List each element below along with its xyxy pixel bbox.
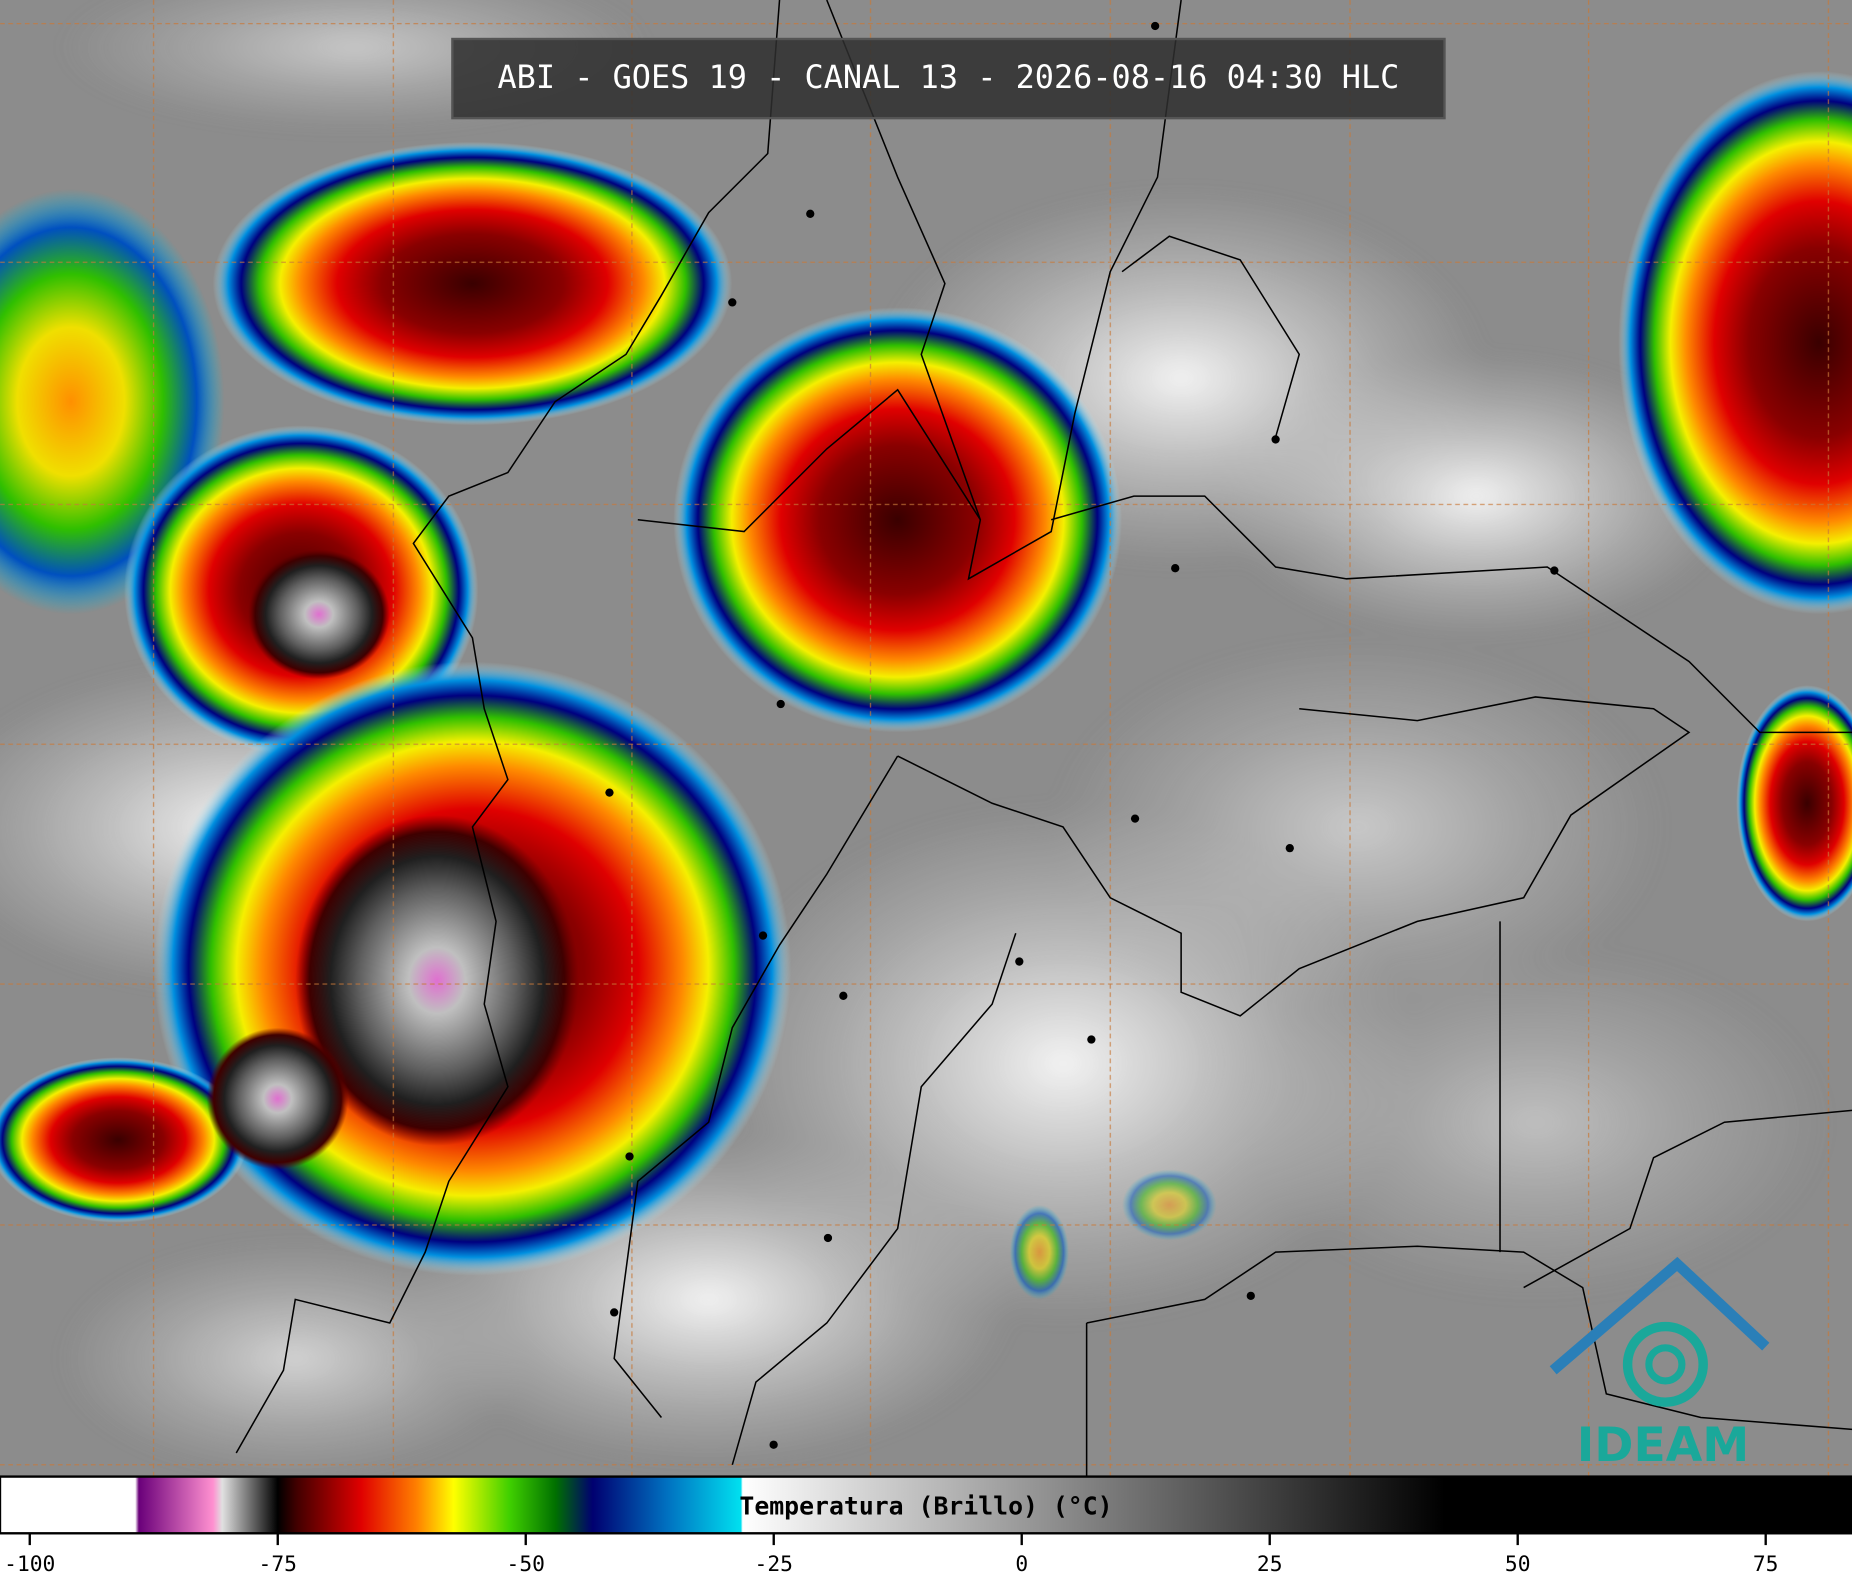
logo: IDEAM [1549, 1256, 1770, 1473]
colorbar-tick-label: 25 [1257, 1552, 1283, 1577]
colorbar-label: Temperatura (Brillo) (°C) [739, 1491, 1112, 1520]
borders [235, 0, 1852, 1477]
logo-text: IDEAM [1577, 1418, 1750, 1473]
colorbar-tick-label: -100 [4, 1552, 55, 1577]
graticule [0, 0, 1852, 1477]
colorbar-tick-label: 50 [1505, 1552, 1531, 1577]
colorbar-tick-label: -50 [507, 1552, 545, 1577]
colorbar-tick-label: 75 [1753, 1552, 1779, 1577]
title-box [451, 37, 1446, 120]
colorbar [0, 1475, 1852, 1535]
colorbar-tick-label: 0 [1015, 1552, 1028, 1577]
colorbar-tick-label: -75 [259, 1552, 297, 1577]
colorbar-ticks: -100 -75 -50 -25 0 25 50 75 [4, 1533, 1778, 1577]
title: ABI - GOES 19 - CANAL 13 - 2026-08-16 04… [497, 58, 1399, 96]
colorbar-tick-label: -25 [755, 1552, 793, 1577]
city-markers [605, 21, 1559, 1449]
